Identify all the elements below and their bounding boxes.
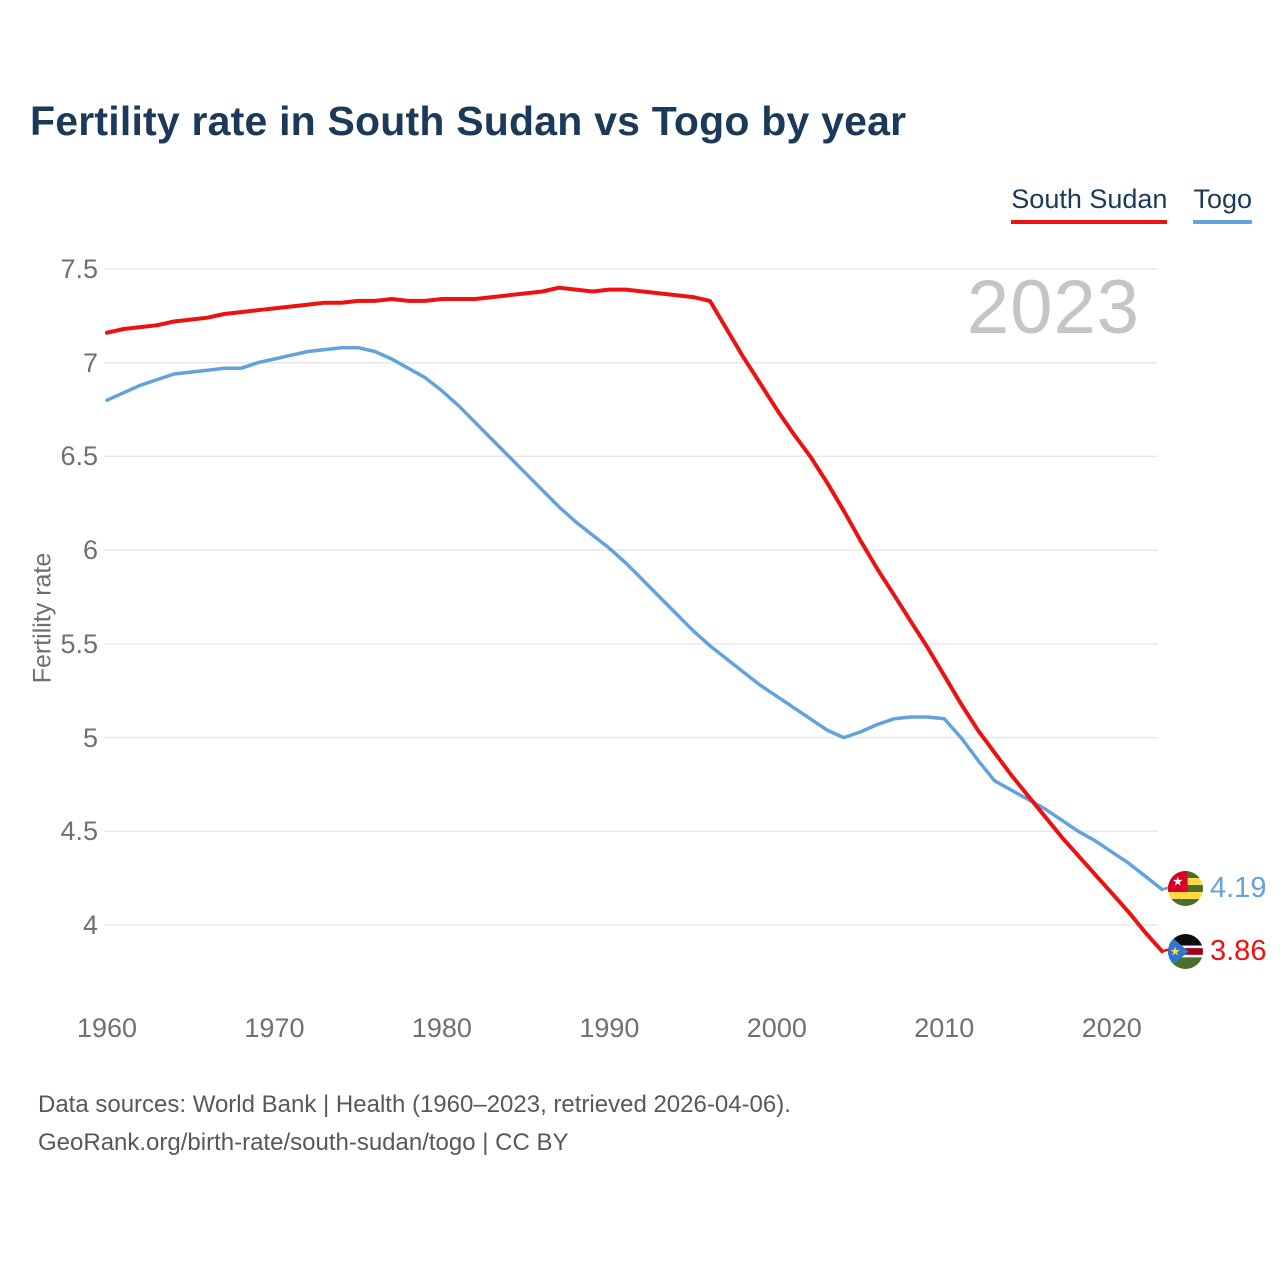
x-tick-label: 1970 <box>244 1013 305 1043</box>
legend-item-south-sudan[interactable]: South Sudan <box>1011 184 1168 224</box>
x-tick-label: 1990 <box>579 1013 640 1043</box>
south-sudan-flag-icon <box>1168 934 1203 969</box>
south-sudan-end-value: 3.86 <box>1210 935 1267 967</box>
togo-line[interactable] <box>105 345 1164 892</box>
south-sudan-series-end-label: 3.86 <box>1168 934 1266 969</box>
y-tick-label: 5.5 <box>60 628 98 659</box>
y-tick-label: 5 <box>82 722 98 753</box>
y-tick-label: 7.5 <box>60 254 98 284</box>
y-tick-label: 7 <box>82 347 98 378</box>
legend-item-togo[interactable]: Togo <box>1193 184 1252 224</box>
x-tick-label: 2020 <box>1081 1013 1142 1043</box>
footer-url-line: GeoRank.org/birth-rate/south-sudan/togo … <box>38 1129 569 1156</box>
x-tick-label: 1960 <box>76 1013 138 1043</box>
togo-end-value: 4.19 <box>1210 872 1267 904</box>
y-tick-label: 6 <box>82 535 98 566</box>
footer-sources-line: Data sources: World Bank | Health (1960–… <box>38 1091 791 1118</box>
data-source-footer: Data sources: World Bank | Health (1960–… <box>38 1086 791 1162</box>
togo-flag-icon <box>1168 871 1203 906</box>
togo-series-end-label: 4.19 <box>1168 871 1266 906</box>
y-tick-label: 4 <box>82 910 98 940</box>
page-title: Fertility rate in South Sudan vs Togo by… <box>30 98 907 144</box>
y-tick-label: 6.5 <box>60 441 98 472</box>
y-tick-label: 4.5 <box>60 816 98 847</box>
legend: South Sudan Togo <box>1011 184 1252 224</box>
x-tick-label: 1980 <box>411 1013 472 1043</box>
year-watermark: 2023 <box>966 265 1140 350</box>
x-tick-label: 2010 <box>914 1013 975 1043</box>
x-tick-label: 2000 <box>746 1013 807 1043</box>
south-sudan-line[interactable] <box>105 285 1164 954</box>
